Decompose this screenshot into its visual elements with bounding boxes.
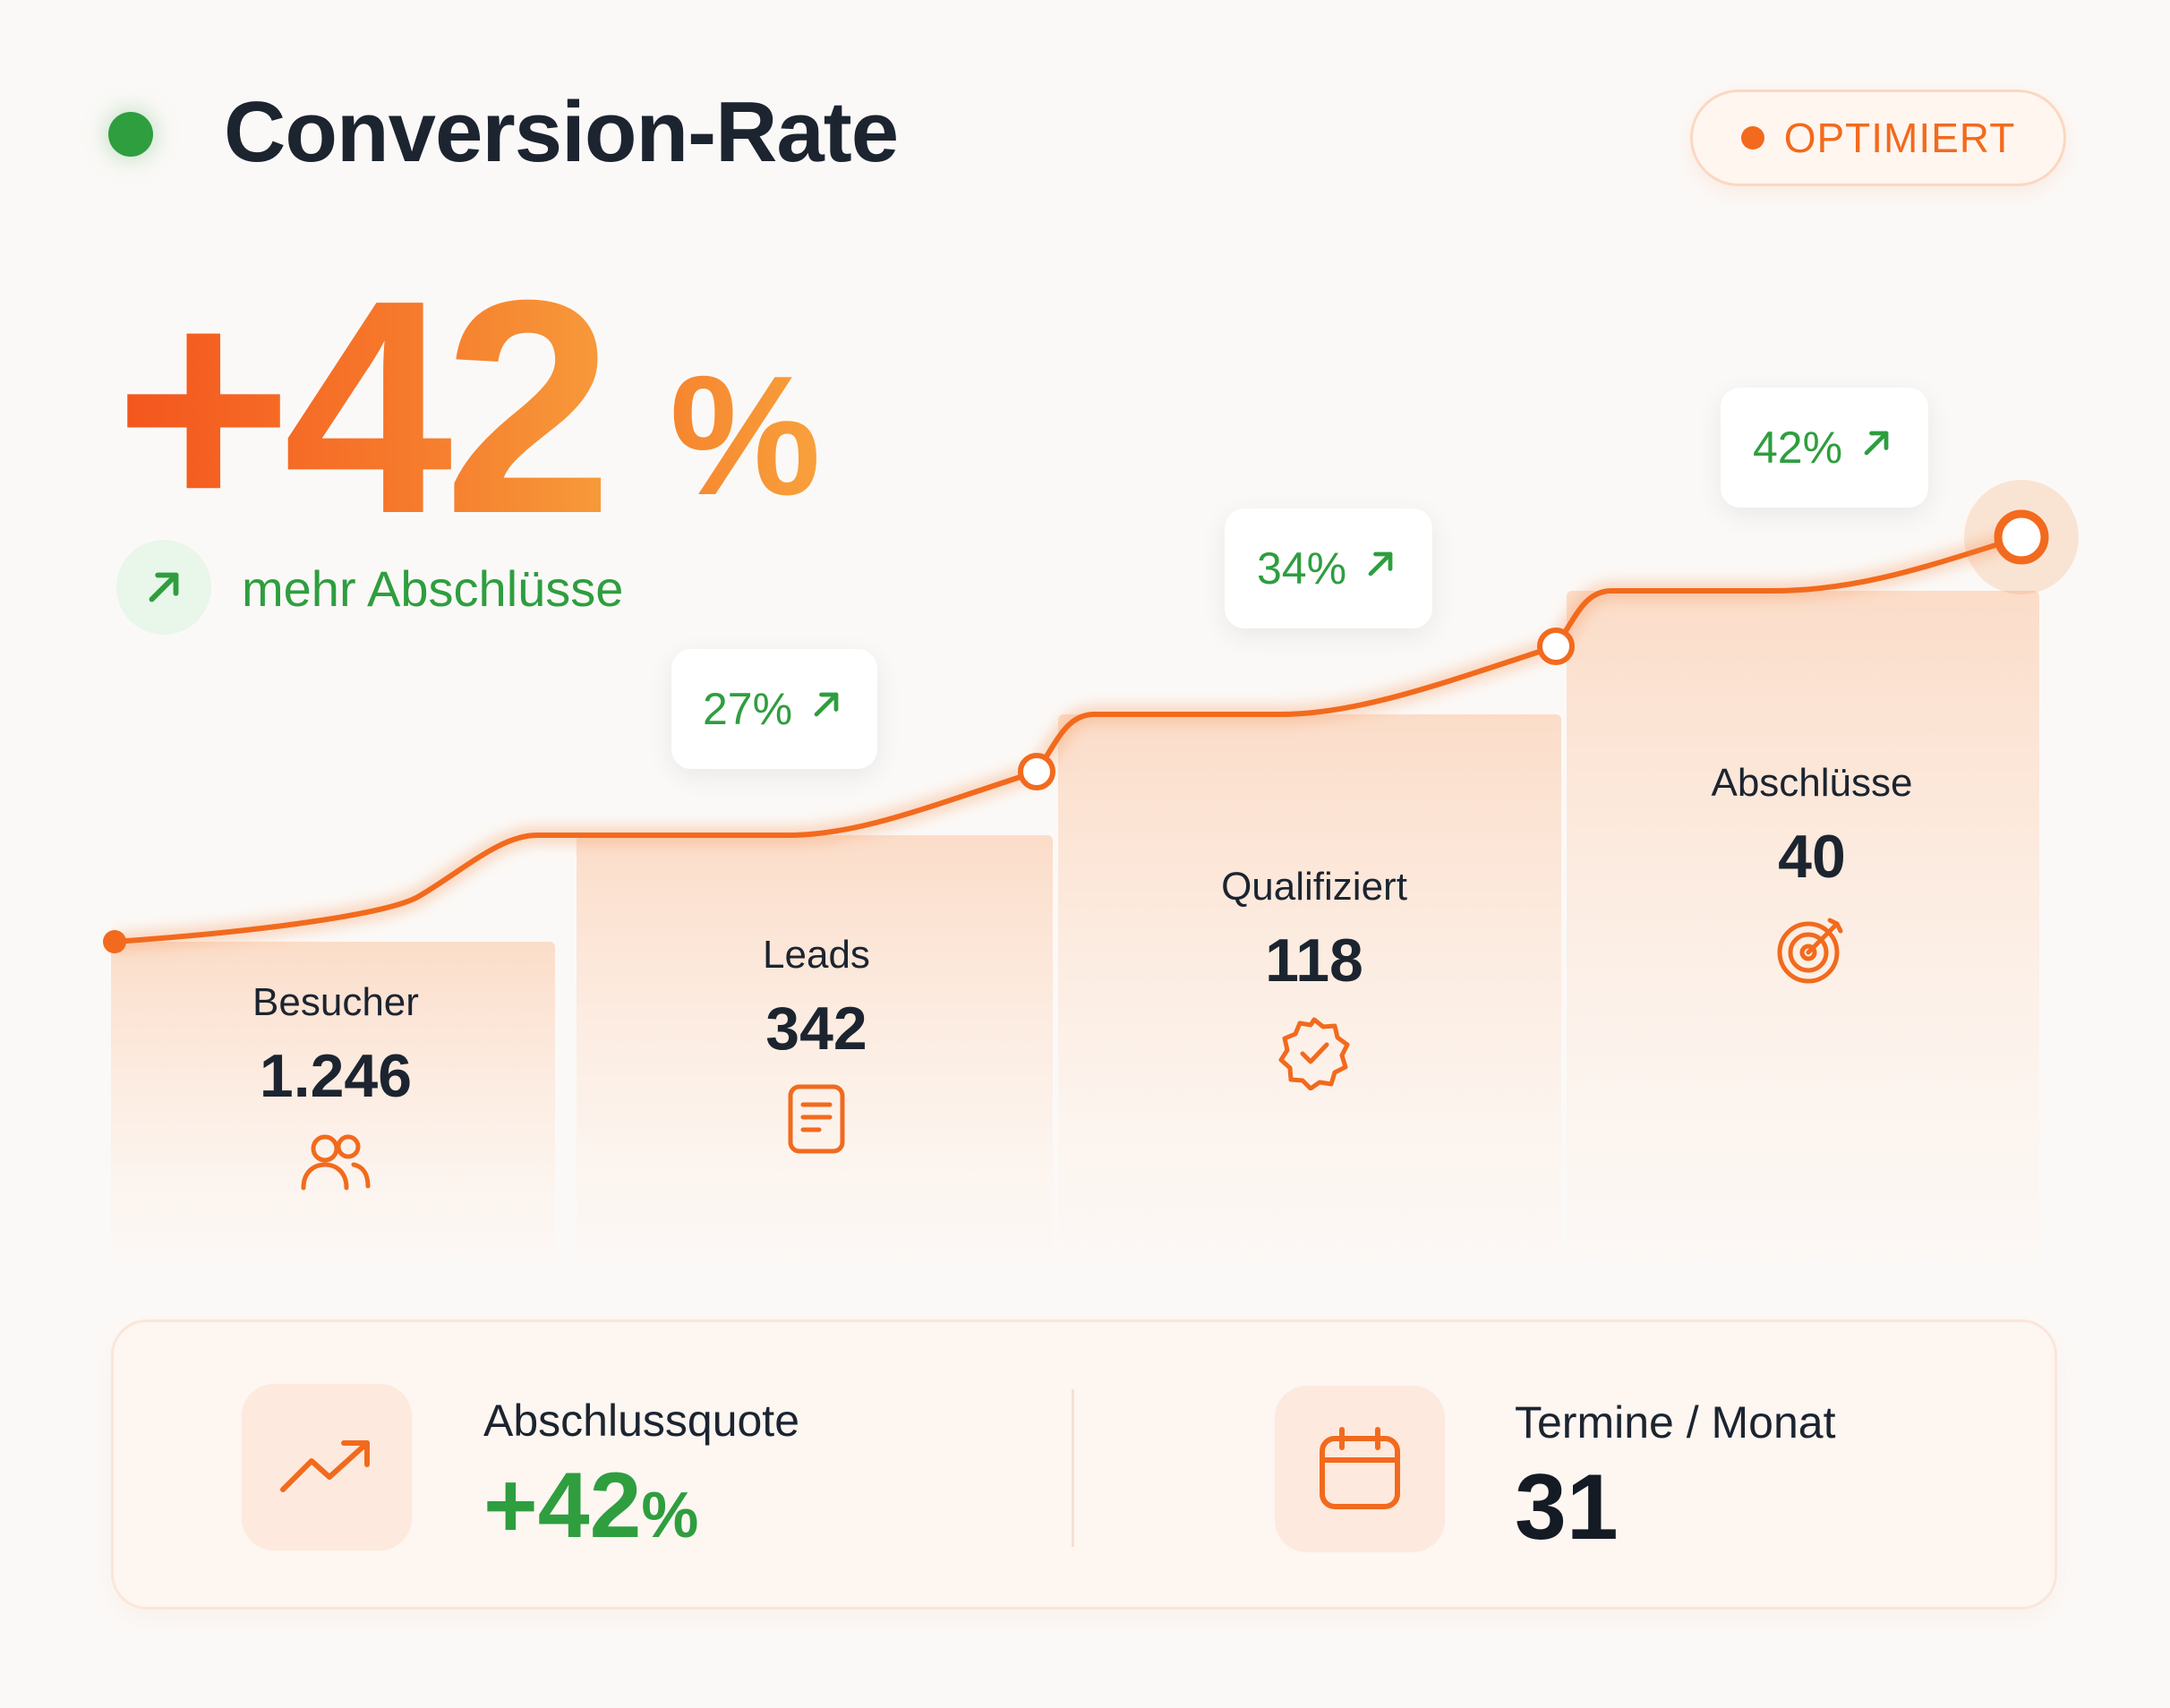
badge-dot xyxy=(1740,126,1764,149)
stage-label: Leads xyxy=(763,933,870,977)
funnel-start-point xyxy=(103,930,126,953)
document-icon xyxy=(611,1083,1022,1155)
hero-unit: % xyxy=(670,341,821,531)
rate-chip-1: 27% xyxy=(671,649,877,769)
arrow-up-right-icon xyxy=(1857,422,1896,474)
rate-label: 27% xyxy=(702,684,793,734)
summary-left-label: Abschlussquote xyxy=(483,1396,800,1446)
summary-left-number: +42 xyxy=(483,1454,642,1558)
rate-label: 34% xyxy=(1256,543,1347,594)
target-icon xyxy=(1606,911,2018,986)
hero-value: +42 xyxy=(115,237,613,577)
stage-1: Besucher 1.246 xyxy=(130,980,542,1193)
funnel-column-2 xyxy=(577,835,1053,1262)
funnel-column-3 xyxy=(1058,714,1561,1262)
summary-divider xyxy=(1072,1389,1074,1547)
arrow-up-right-icon xyxy=(116,540,211,635)
calendar-icon xyxy=(1275,1386,1445,1552)
funnel-end-point xyxy=(1994,509,2049,565)
users-icon xyxy=(130,1131,542,1193)
stage-value: 118 xyxy=(1265,927,1363,995)
arrow-up-right-icon xyxy=(807,683,846,735)
stage-4: Abschlüsse 40 xyxy=(1606,761,2018,986)
page-title: Conversion-Rate xyxy=(224,84,899,180)
rate-chip-3: 42% xyxy=(1721,388,1928,508)
stage-value: 342 xyxy=(765,995,867,1063)
summary-card xyxy=(111,1319,2057,1610)
badge-label: OPTIMIERT xyxy=(1783,115,2016,161)
stage-value: 40 xyxy=(1778,823,1846,891)
status-dot xyxy=(108,112,153,157)
stage-2: Leads 342 xyxy=(611,933,1022,1155)
funnel-point-1 xyxy=(1018,753,1055,790)
summary-right-value: 31 xyxy=(1515,1456,1619,1559)
rate-label: 42% xyxy=(1752,423,1843,473)
arrow-up-right-icon xyxy=(1361,542,1400,594)
stage-value: 1.246 xyxy=(259,1042,413,1110)
rate-chip-2: 34% xyxy=(1225,508,1432,628)
funnel-column-1 xyxy=(111,942,555,1262)
trending-up-icon xyxy=(242,1384,412,1550)
stage-label: Abschlüsse xyxy=(1711,761,1913,805)
verified-badge-icon xyxy=(1108,1015,1520,1090)
stage-label: Besucher xyxy=(252,980,419,1024)
funnel-point-2 xyxy=(1537,628,1575,665)
status-badge[interactable]: OPTIMIERT xyxy=(1690,90,2066,186)
hero-subtitle: mehr Abschlüsse xyxy=(242,560,624,617)
funnel-line xyxy=(112,534,2024,944)
summary-left-value: +42% xyxy=(483,1459,698,1552)
stage-3: Qualifiziert 118 xyxy=(1108,865,1520,1090)
summary-left-unit: % xyxy=(641,1480,699,1551)
stage-label: Qualifiziert xyxy=(1221,865,1407,909)
summary-right-label: Termine / Monat xyxy=(1515,1397,1836,1448)
